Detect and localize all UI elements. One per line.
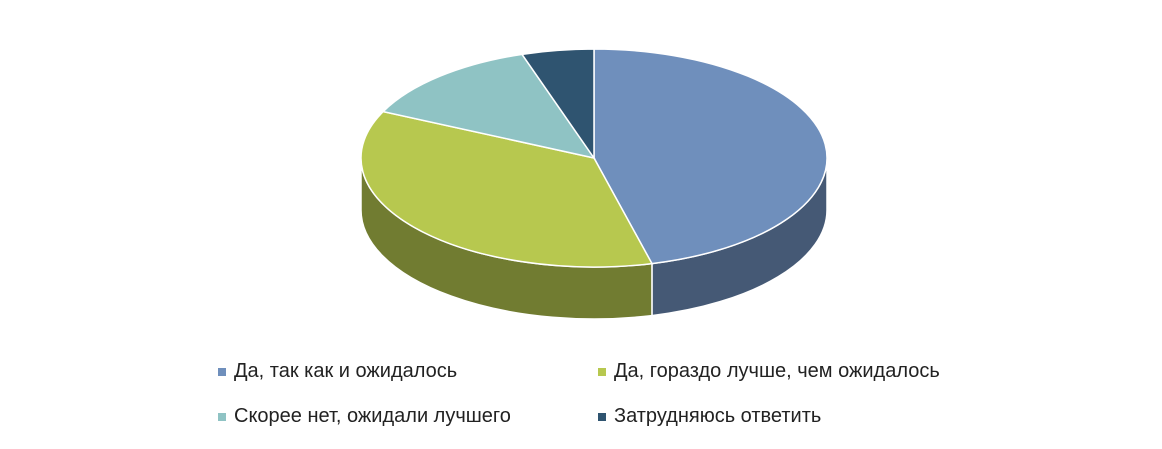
legend-label: Да, так как и ожидалось: [234, 360, 458, 382]
legend-item-yes-much-better: Да, гораздо лучше, чем ожидалось: [598, 360, 998, 383]
legend-item-yes-as-expected: Да, так как и ожидалось: [218, 360, 598, 383]
legend-swatch: [598, 412, 606, 421]
legend-item-rather-no: Скорее нет, ожидали лучшего: [218, 405, 598, 428]
legend-label: Скорее нет, ожидали лучшего: [234, 405, 511, 427]
legend-label: Затрудняюсь ответить: [614, 405, 822, 427]
pie-slice-2: [381, 53, 596, 160]
pie-slice-0: [593, 48, 828, 265]
legend-swatch: [218, 412, 226, 421]
legend-swatch: [598, 367, 606, 376]
pie-top: [360, 48, 828, 268]
legend-item-hard-to-say: Затрудняюсь ответить: [598, 405, 998, 428]
pie-slice-1: [360, 110, 654, 268]
legend-label: Да, гораздо лучше, чем ожидалось: [614, 360, 940, 382]
pie-slice-3: [520, 48, 595, 161]
legend-swatch: [218, 367, 226, 376]
chart-legend: Да, так как и ожидалось Да, гораздо лучш…: [218, 360, 998, 428]
